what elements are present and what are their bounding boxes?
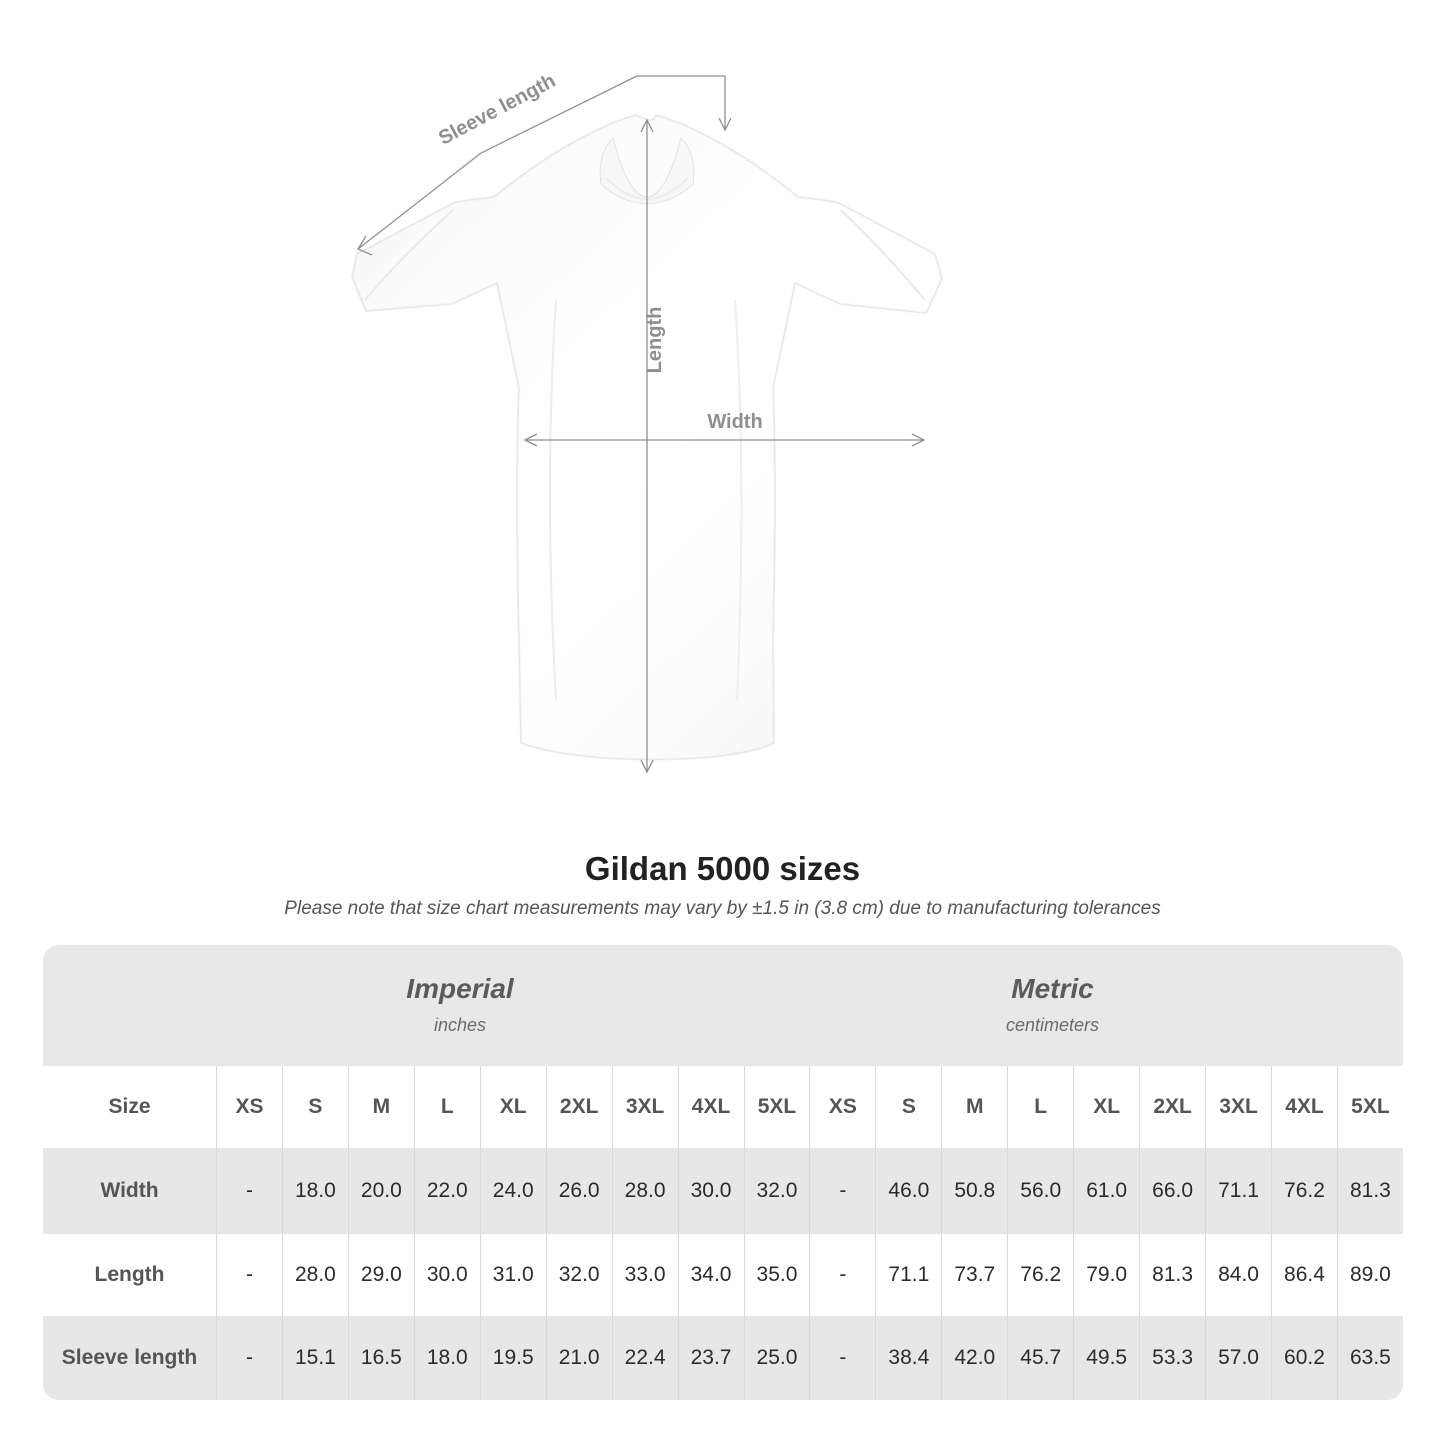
svg-text:Sleeve length: Sleeve length bbox=[435, 70, 559, 150]
svg-text:Width: Width bbox=[707, 411, 762, 433]
svg-text:Length: Length bbox=[644, 307, 666, 374]
